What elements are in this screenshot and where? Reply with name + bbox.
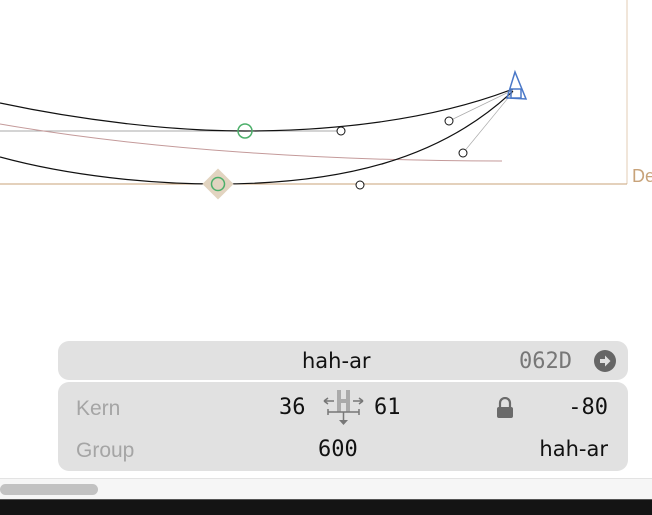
handle-line bbox=[448, 89, 514, 122]
left-sidebearing-field[interactable]: 36 bbox=[279, 395, 306, 420]
sidebearing-arrows-icon bbox=[323, 390, 364, 425]
horizontal-scrollbar[interactable] bbox=[0, 478, 652, 499]
off-curve-handle[interactable] bbox=[458, 148, 468, 158]
smooth-node[interactable] bbox=[210, 176, 226, 192]
smooth-node[interactable] bbox=[237, 123, 253, 139]
handle-line bbox=[462, 91, 514, 154]
selected-node-highlight bbox=[202, 168, 234, 200]
background-path bbox=[0, 123, 503, 162]
outline-lower bbox=[0, 90, 514, 185]
kern-value-field[interactable]: -80 bbox=[568, 395, 608, 420]
outline-upper bbox=[0, 88, 514, 132]
glyph-name[interactable]: hah-ar bbox=[302, 349, 371, 373]
kerning-panel: Kern 36 61 -80 Group 600 hah-ar bbox=[58, 382, 628, 471]
bottom-bar bbox=[0, 499, 652, 515]
width-field[interactable]: 600 bbox=[318, 437, 358, 462]
right-sidebearing-field[interactable]: 61 bbox=[374, 395, 401, 420]
lock-icon[interactable] bbox=[496, 397, 514, 419]
metric-label: De bbox=[632, 166, 652, 186]
off-curve-handle[interactable] bbox=[336, 126, 346, 136]
glyph-info-panel: hah-ar 062D bbox=[58, 341, 628, 380]
off-curve-handle[interactable] bbox=[444, 116, 454, 126]
glyph-edit-canvas[interactable] bbox=[0, 0, 652, 500]
arrow-circle-right-icon[interactable] bbox=[594, 350, 616, 372]
start-point-triangle-icon[interactable] bbox=[506, 69, 528, 100]
group-label: Group bbox=[76, 439, 135, 462]
off-curve-handle[interactable] bbox=[355, 180, 365, 190]
corner-node[interactable] bbox=[510, 88, 522, 99]
kern-label: Kern bbox=[76, 397, 121, 420]
unicode-value[interactable]: 062D bbox=[519, 349, 572, 374]
group-name-field[interactable]: hah-ar bbox=[539, 437, 608, 461]
scrollbar-thumb[interactable] bbox=[0, 484, 98, 495]
